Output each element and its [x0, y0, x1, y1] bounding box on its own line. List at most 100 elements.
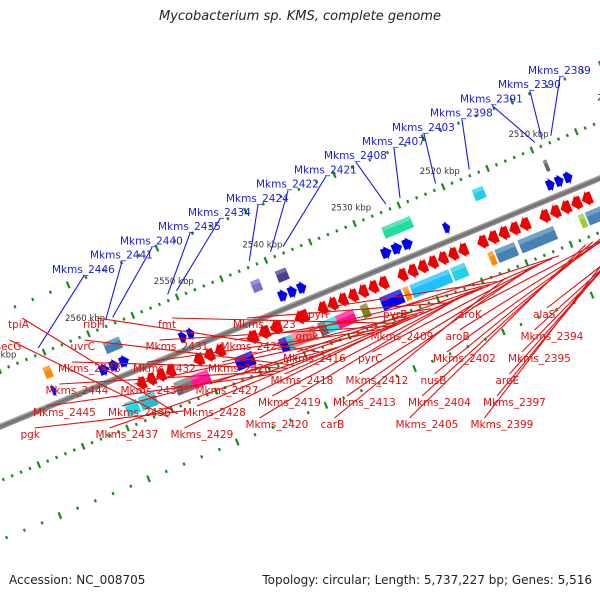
forward-gene[interactable]	[400, 235, 415, 252]
reverse-gene[interactable]	[394, 266, 409, 285]
reverse-gene-label[interactable]: nusB	[421, 375, 447, 387]
forward-cog-block[interactable]	[102, 336, 124, 355]
reverse-gene-label[interactable]: Mkms_2404	[408, 397, 471, 409]
reverse-gene[interactable]	[474, 233, 490, 252]
forward-gene[interactable]	[177, 329, 189, 345]
reverse-gene[interactable]	[405, 262, 420, 281]
forward-gene-label[interactable]: Mkms_2398	[430, 108, 493, 120]
reverse-cog-block[interactable]	[409, 269, 454, 299]
reverse-gene-label[interactable]: pgk	[21, 429, 41, 441]
reverse-gene-label[interactable]: Mkms_2429	[171, 429, 234, 441]
forward-gene[interactable]	[117, 353, 131, 370]
forward-cog-block[interactable]	[249, 278, 264, 294]
reverse-gene[interactable]	[517, 215, 533, 234]
reverse-cog-block[interactable]	[402, 286, 413, 302]
forward-gene[interactable]	[276, 287, 290, 303]
forward-gene[interactable]	[562, 169, 575, 185]
reverse-gene[interactable]	[485, 228, 501, 247]
reverse-gene-label[interactable]: uvrC	[71, 341, 96, 353]
reverse-gene-label[interactable]: secG	[0, 341, 21, 353]
reverse-gene-label[interactable]: Mkms_2423	[233, 319, 296, 331]
forward-gene-label[interactable]: Mkms_2407	[362, 136, 425, 148]
reverse-gene-label[interactable]: Mkms_2413	[333, 397, 396, 409]
forward-gene-label[interactable]: Mkms_2422	[256, 179, 319, 191]
reverse-gene-label[interactable]: Mkms_2412	[346, 375, 409, 387]
reverse-cog-block[interactable]	[378, 289, 406, 311]
forward-gene-label[interactable]: Mkms_2421	[294, 164, 357, 176]
reverse-cog-block[interactable]	[123, 398, 142, 417]
reverse-gene[interactable]	[212, 341, 228, 360]
reverse-gene-label[interactable]: Mkms_2419	[258, 397, 321, 409]
reverse-gene[interactable]	[568, 194, 584, 213]
forward-cog-block[interactable]	[381, 215, 415, 239]
reverse-gene[interactable]	[547, 203, 563, 222]
reverse-gene-label[interactable]: pyrC	[358, 353, 383, 365]
forward-gene[interactable]	[379, 244, 394, 261]
reverse-gene[interactable]	[365, 278, 380, 297]
forward-gene-label[interactable]: Mkms_2389	[528, 65, 591, 77]
reverse-gene-label[interactable]: Mkms_2402	[433, 353, 496, 365]
forward-gene-label[interactable]: Mkms_2446	[52, 264, 115, 276]
reverse-gene-label[interactable]: pyrB	[383, 309, 407, 321]
forward-gene-label[interactable]: Mkms_2435	[158, 221, 221, 233]
reverse-cog-block[interactable]	[494, 242, 520, 264]
reverse-gene-label[interactable]: alaS	[533, 309, 556, 321]
forward-cog-block[interactable]	[542, 159, 551, 172]
reverse-gene-label[interactable]: carB	[321, 419, 345, 431]
reverse-gene-label[interactable]: Mkms_2443	[58, 363, 121, 375]
reverse-cog-block[interactable]	[449, 262, 470, 282]
reverse-gene-label[interactable]: aroE	[496, 375, 520, 387]
forward-gene[interactable]	[286, 283, 300, 299]
reverse-gene[interactable]	[163, 362, 178, 380]
reverse-cog-block[interactable]	[316, 320, 330, 337]
forward-gene[interactable]	[390, 240, 405, 257]
reverse-gene-label[interactable]: Mkms_2432	[133, 363, 196, 375]
forward-gene[interactable]	[49, 383, 59, 398]
forward-gene[interactable]	[107, 357, 121, 374]
reverse-gene[interactable]	[536, 207, 552, 226]
reverse-gene[interactable]	[495, 224, 511, 243]
reverse-gene[interactable]	[558, 198, 574, 217]
reverse-gene-label[interactable]: Mkms_2436	[108, 407, 171, 419]
reverse-gene[interactable]	[375, 274, 390, 293]
reverse-gene[interactable]	[579, 189, 595, 208]
reverse-gene-label[interactable]: Mkms_2420	[246, 419, 309, 431]
reverse-gene[interactable]	[415, 258, 430, 277]
forward-gene-label[interactable]: Mkms_2408	[324, 150, 387, 162]
reverse-gene-label[interactable]: Mkms_2399	[471, 419, 534, 431]
reverse-cog-block[interactable]	[584, 206, 600, 226]
reverse-gene[interactable]	[445, 245, 460, 264]
forward-gene-label[interactable]: Mkms_2441	[90, 250, 153, 262]
reverse-gene-label[interactable]: Mkms_2431	[146, 341, 209, 353]
forward-gene-label[interactable]: Mkms_2440	[120, 235, 183, 247]
forward-gene[interactable]	[295, 279, 309, 295]
reverse-gene-label[interactable]: Mkms_2405	[396, 419, 459, 431]
reverse-gene-label[interactable]: Mkms_2409	[371, 331, 434, 343]
forward-gene-label[interactable]: Mkms_2424	[226, 193, 289, 205]
reverse-gene[interactable]	[506, 220, 522, 239]
reverse-gene-label[interactable]: aroB	[446, 331, 470, 343]
reverse-cog-block[interactable]	[189, 369, 213, 390]
reverse-cog-block[interactable]	[517, 225, 559, 254]
reverse-gene[interactable]	[345, 286, 360, 305]
reverse-gene[interactable]	[455, 241, 470, 260]
reverse-cog-block[interactable]	[577, 213, 589, 229]
reverse-cog-block[interactable]	[334, 308, 358, 330]
reverse-cog-block[interactable]	[487, 250, 498, 266]
forward-cog-block[interactable]	[274, 267, 290, 283]
reverse-gene-label[interactable]: tpiA	[8, 319, 30, 331]
forward-gene[interactable]	[553, 173, 566, 189]
reverse-gene[interactable]	[425, 253, 440, 272]
forward-cog-block[interactable]	[42, 365, 54, 380]
forward-gene[interactable]	[544, 176, 557, 192]
reverse-gene-label[interactable]: Mkms_2394	[521, 331, 584, 343]
reverse-gene-label[interactable]: Mkms_2437	[96, 429, 159, 441]
forward-gene-label[interactable]: Mkms_2391	[460, 93, 523, 105]
reverse-cog-block[interactable]	[277, 336, 291, 353]
forward-cog-block[interactable]	[471, 185, 487, 202]
reverse-gene[interactable]	[435, 249, 450, 268]
forward-gene[interactable]	[185, 326, 197, 342]
reverse-gene[interactable]	[267, 318, 284, 337]
reverse-cog-block[interactable]	[137, 391, 160, 411]
forward-gene-label[interactable]: Mkms_2434	[188, 207, 251, 219]
